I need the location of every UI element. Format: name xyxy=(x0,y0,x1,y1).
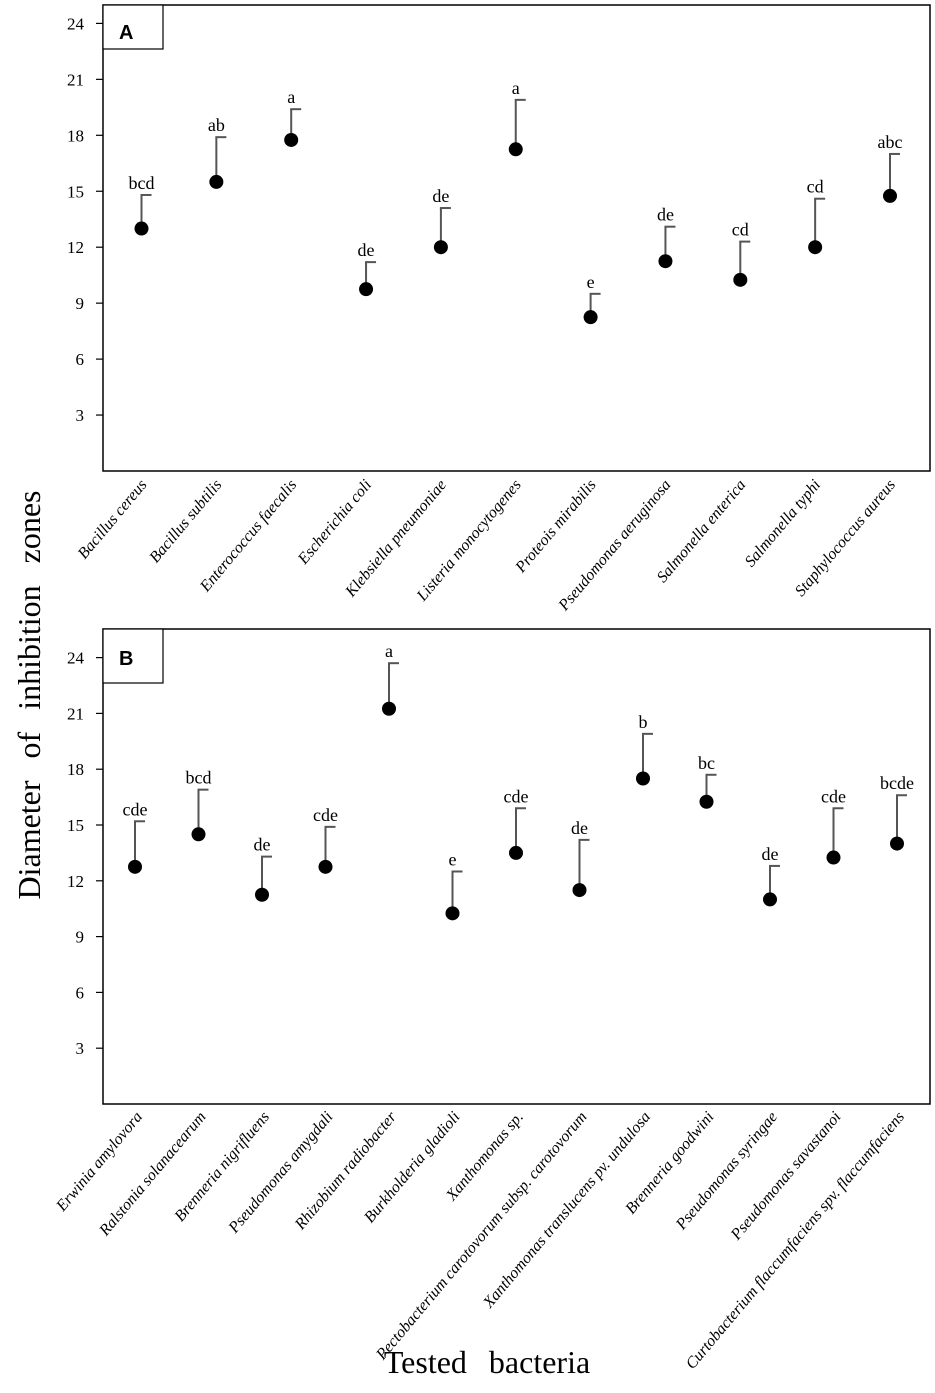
data-point xyxy=(445,906,460,921)
significance-label: cde xyxy=(123,799,148,819)
significance-label: b xyxy=(639,712,648,732)
data-point xyxy=(572,883,587,898)
data-point xyxy=(883,188,897,203)
y-tick-label: 21 xyxy=(67,70,84,89)
y-tick-label: 15 xyxy=(67,816,84,835)
y-tick-label: 9 xyxy=(76,928,85,947)
category-label: Pseudomonas savastanoi xyxy=(727,1109,844,1244)
category-label: Bacillus cereus xyxy=(75,477,151,563)
data-point xyxy=(826,850,841,865)
significance-label: a xyxy=(385,641,393,661)
panel-b-label-box xyxy=(102,628,164,684)
y-tick-label: 18 xyxy=(67,126,84,145)
panel-a-label-box xyxy=(102,4,164,50)
data-point xyxy=(134,221,149,236)
significance-label: de xyxy=(432,186,449,206)
significance-label: de xyxy=(254,835,271,855)
y-tick-label: 6 xyxy=(76,350,85,369)
data-point xyxy=(433,240,448,255)
data-point xyxy=(808,240,823,255)
panel-b-label: B xyxy=(119,648,133,670)
category-label: Escherichia coli xyxy=(294,477,375,569)
significance-label: cde xyxy=(313,805,338,825)
panel-a: A 3 6 9 12 15 18 21 24 bcd ab a de de a e de cd cd abc Ba… xyxy=(67,4,931,615)
y-tick-label: 21 xyxy=(67,704,84,723)
panel-a-y-axis: 3 6 9 12 15 18 21 24 xyxy=(67,14,103,425)
significance-label: cd xyxy=(732,220,749,240)
y-tick-label: 24 xyxy=(67,649,85,668)
y-tick-label: 3 xyxy=(76,1039,85,1058)
panel-a-plot-area xyxy=(102,4,931,472)
significance-label: de xyxy=(571,818,588,838)
data-point xyxy=(318,859,333,874)
category-label: Bacillus subtilis xyxy=(146,477,225,567)
data-point xyxy=(583,310,598,325)
significance-label: de xyxy=(657,205,674,225)
significance-label: cde xyxy=(504,786,529,806)
y-tick-label: 12 xyxy=(67,872,84,891)
panel-b-plot-area xyxy=(102,628,931,1105)
data-point xyxy=(382,701,396,716)
data-point xyxy=(255,887,269,902)
data-point xyxy=(636,771,650,786)
significance-label: de xyxy=(358,240,375,260)
data-point xyxy=(509,845,523,860)
category-label: Ralstonia solanacearum xyxy=(96,1109,210,1240)
y-tick-label: 6 xyxy=(76,983,85,1002)
significance-label: bc xyxy=(698,753,715,773)
y-tick-label: 9 xyxy=(76,294,85,313)
significance-label: a xyxy=(512,78,520,98)
category-label: Proteois mirabilis xyxy=(512,477,600,577)
y-tick-label: 18 xyxy=(67,760,84,779)
y-tick-label: 24 xyxy=(67,14,85,33)
category-label: Pseudomonas amygdali xyxy=(225,1109,337,1237)
significance-label: bcde xyxy=(880,773,914,793)
panel-b-y-axis: 3 6 9 12 15 18 21 24 xyxy=(67,649,103,1058)
category-label: Curtobacterium flaccumfaciens spv. flacc… xyxy=(683,1109,908,1373)
data-point xyxy=(128,859,142,874)
significance-label: de xyxy=(762,844,779,864)
data-point xyxy=(763,892,777,907)
y-tick-label: 3 xyxy=(76,406,85,425)
category-label: Salmonella typhi xyxy=(742,477,824,571)
data-point xyxy=(191,827,206,842)
data-point xyxy=(699,794,714,809)
x-axis-title: Tested bacteria xyxy=(384,1344,590,1380)
significance-label: bcd xyxy=(129,173,155,193)
data-point xyxy=(508,142,523,157)
significance-label: a xyxy=(287,87,295,107)
y-tick-label: 15 xyxy=(67,182,84,201)
significance-label: abc xyxy=(878,132,903,152)
significance-label: e xyxy=(449,850,457,870)
significance-label: e xyxy=(587,272,595,292)
panel-a-marks: bcd ab a de de a e de cd cd abc xyxy=(129,78,903,325)
data-point xyxy=(209,174,224,189)
data-point xyxy=(890,836,904,851)
data-point xyxy=(733,272,748,287)
significance-label: ab xyxy=(208,115,225,135)
significance-label: bcd xyxy=(186,768,212,788)
panel-a-label: A xyxy=(119,22,133,44)
y-tick-label: 12 xyxy=(67,238,84,257)
y-axis-title: Diameter of inhibition zones xyxy=(11,490,47,899)
data-point xyxy=(284,132,299,147)
data-point xyxy=(658,254,673,269)
significance-label: cd xyxy=(807,177,824,197)
data-point xyxy=(359,282,374,297)
significance-label: cde xyxy=(821,786,846,806)
